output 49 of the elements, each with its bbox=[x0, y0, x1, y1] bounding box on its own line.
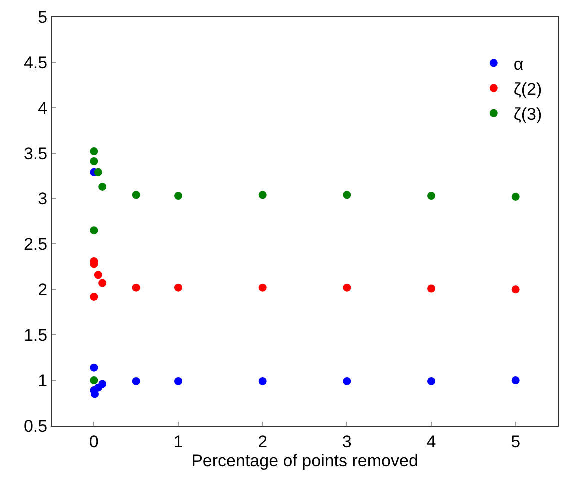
point bbox=[90, 364, 98, 372]
point bbox=[428, 284, 436, 293]
y-tick-label: 1.5 bbox=[24, 326, 48, 346]
point bbox=[132, 191, 140, 200]
y-tick-label: 1 bbox=[38, 372, 48, 391]
point bbox=[90, 158, 98, 166]
point bbox=[132, 284, 140, 292]
point bbox=[90, 148, 98, 156]
point bbox=[94, 271, 102, 280]
point bbox=[428, 377, 436, 386]
point bbox=[98, 380, 107, 388]
point bbox=[343, 377, 352, 386]
point bbox=[90, 292, 98, 301]
point bbox=[343, 191, 352, 200]
x-tick-label: 3 bbox=[342, 432, 352, 452]
x-tick-label: 0 bbox=[89, 432, 99, 452]
point bbox=[428, 192, 436, 200]
point bbox=[512, 192, 520, 201]
y-tick-label: 4 bbox=[38, 98, 48, 118]
legend-label: α bbox=[514, 54, 524, 74]
point bbox=[512, 376, 520, 385]
point bbox=[90, 376, 98, 385]
point bbox=[90, 226, 98, 235]
y-tick-label: 2.5 bbox=[24, 235, 48, 254]
x-tick-label: 2 bbox=[258, 432, 268, 452]
point bbox=[258, 191, 267, 200]
y-tick-label: 0.5 bbox=[24, 416, 48, 436]
legend-label: ζ(3) bbox=[514, 105, 542, 124]
point bbox=[512, 286, 520, 294]
point bbox=[343, 284, 352, 292]
y-tick-label: 3.5 bbox=[24, 144, 48, 164]
point bbox=[258, 284, 267, 292]
point bbox=[258, 377, 267, 386]
point bbox=[94, 168, 102, 176]
x-tick-label: 5 bbox=[511, 432, 521, 452]
x-tick-label: 4 bbox=[426, 432, 436, 452]
point bbox=[174, 284, 182, 292]
point bbox=[132, 377, 140, 386]
y-tick-label: 4.5 bbox=[24, 53, 48, 72]
y-tick-label: 3 bbox=[38, 190, 48, 209]
x-axis-title: Percentage of points removed bbox=[192, 451, 418, 470]
point bbox=[174, 377, 182, 386]
y-tick-label: 5 bbox=[38, 8, 48, 27]
legend-label: ζ(2) bbox=[514, 80, 542, 99]
y-tick-label: 2 bbox=[38, 280, 48, 300]
point bbox=[98, 182, 107, 191]
point bbox=[174, 192, 182, 200]
point bbox=[98, 279, 107, 288]
x-tick-label: 1 bbox=[174, 432, 184, 452]
